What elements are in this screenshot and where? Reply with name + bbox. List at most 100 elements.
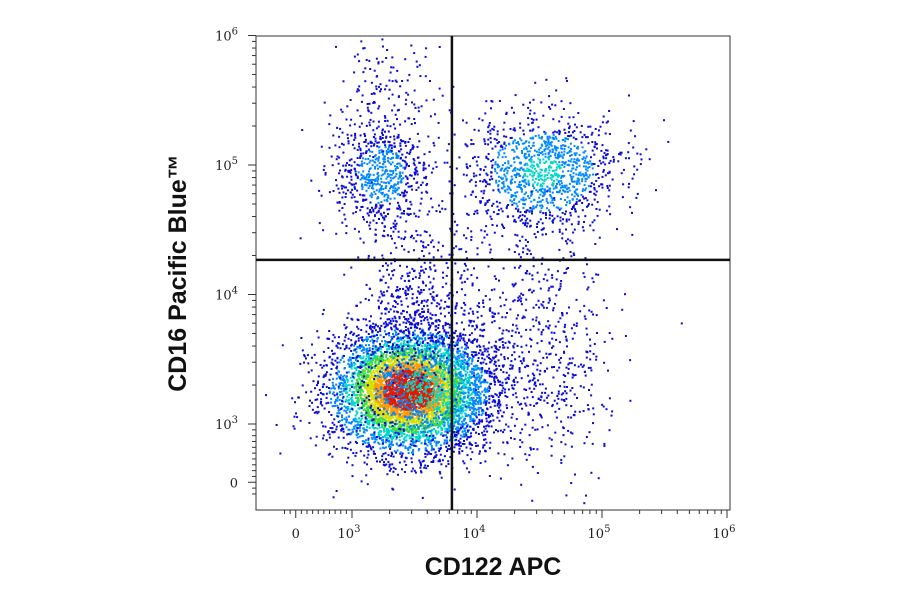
event-dot	[337, 436, 340, 439]
event-dot	[521, 407, 524, 410]
event-dot	[429, 398, 432, 401]
event-dot	[379, 379, 382, 382]
event-dot	[410, 350, 413, 353]
event-dot	[334, 359, 337, 362]
event-dot	[380, 381, 383, 384]
event-dot	[292, 425, 295, 428]
event-dot	[497, 380, 500, 383]
event-dot	[396, 430, 399, 433]
event-dot	[382, 396, 385, 399]
event-dot	[399, 349, 402, 352]
event-dot	[374, 420, 377, 423]
event-dot	[387, 407, 390, 409]
event-dot	[468, 441, 471, 444]
event-dot	[452, 427, 455, 430]
event-dot	[466, 438, 468, 441]
event-dot	[415, 369, 417, 372]
event-dot	[324, 425, 327, 428]
event-dot	[493, 312, 496, 315]
event-dot	[379, 367, 382, 370]
event-dot	[363, 414, 366, 417]
event-dot	[454, 413, 457, 416]
event-dot	[361, 403, 364, 406]
event-dot	[371, 361, 374, 364]
event-dot	[381, 426, 383, 429]
event-dot	[377, 435, 380, 438]
event-dot	[422, 315, 425, 318]
event-dot	[410, 378, 413, 381]
event-dot	[423, 382, 426, 385]
event-dot	[444, 415, 447, 418]
event-dot	[463, 387, 466, 389]
event-dot	[464, 343, 466, 346]
event-dot	[426, 416, 428, 419]
event-dot	[466, 368, 469, 371]
event-dot	[346, 408, 349, 411]
event-dot	[437, 412, 440, 415]
event-dot	[472, 383, 475, 386]
event-dot	[439, 433, 442, 436]
event-dot	[354, 417, 357, 420]
event-dot	[340, 429, 343, 431]
event-dot	[430, 411, 433, 414]
event-dot	[383, 410, 385, 413]
event-dot	[447, 460, 450, 463]
event-dot	[495, 348, 498, 350]
event-dot	[378, 372, 381, 375]
event-dot	[376, 385, 379, 387]
event-dot	[374, 355, 377, 358]
event-dot	[353, 332, 356, 335]
event-dot	[424, 403, 427, 406]
event-dot	[417, 381, 420, 383]
event-dot	[355, 383, 358, 386]
event-dot	[321, 313, 324, 316]
event-dot	[399, 397, 402, 400]
event-dot	[343, 423, 346, 426]
event-dot	[456, 377, 459, 380]
event-dot	[362, 364, 365, 367]
event-dot	[475, 376, 478, 379]
event-dot	[403, 433, 406, 436]
event-dot	[445, 445, 448, 448]
event-dot	[313, 353, 316, 356]
event-dot	[371, 386, 374, 389]
event-dot	[409, 436, 412, 439]
event-dot	[293, 415, 296, 418]
event-dot	[372, 384, 375, 387]
event-dot	[443, 337, 445, 340]
event-dot	[377, 392, 379, 395]
event-dot	[346, 418, 349, 421]
event-dot	[391, 415, 394, 418]
event-dot	[470, 412, 473, 415]
event-dot	[317, 393, 320, 396]
event-dot	[396, 366, 399, 369]
event-dot	[489, 387, 491, 390]
event-dot	[465, 400, 468, 403]
event-dot	[361, 345, 364, 348]
event-dot	[412, 449, 415, 451]
event-dot	[447, 322, 449, 325]
event-dot	[400, 375, 403, 378]
event-dot	[397, 473, 399, 476]
event-dot	[399, 379, 402, 382]
event-dot	[502, 431, 505, 434]
event-dot	[412, 432, 415, 435]
event-dot	[488, 341, 491, 344]
event-dot	[421, 372, 424, 375]
event-dot	[328, 392, 331, 395]
event-dot	[433, 369, 436, 372]
event-dot	[417, 419, 419, 422]
event-dot	[367, 333, 370, 335]
event-dot	[432, 421, 434, 424]
event-dot	[463, 354, 466, 357]
event-dot	[411, 338, 414, 341]
event-dot	[372, 450, 375, 453]
event-dot	[387, 428, 390, 431]
event-dot	[473, 351, 476, 354]
event-dot	[362, 443, 365, 446]
event-dot	[361, 440, 364, 443]
event-dot	[459, 394, 462, 397]
event-dot	[424, 455, 427, 458]
event-dot	[440, 418, 443, 421]
event-dot	[328, 378, 331, 381]
